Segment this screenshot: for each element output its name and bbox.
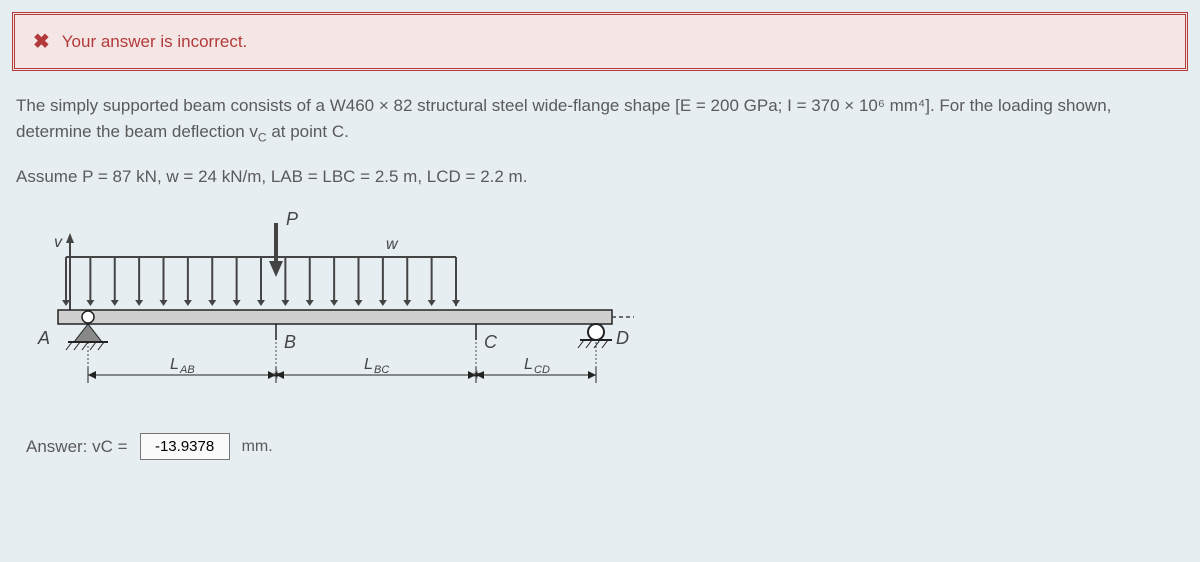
svg-text:D: D bbox=[616, 328, 629, 348]
svg-text:L: L bbox=[524, 356, 533, 373]
answer-label: Answer: vC = bbox=[26, 437, 128, 457]
answer-unit: mm. bbox=[242, 438, 273, 456]
answer-row: Answer: vC = mm. bbox=[26, 433, 1188, 460]
svg-text:✶: ✶ bbox=[472, 368, 482, 382]
svg-text:B: B bbox=[284, 332, 296, 352]
alert-text: Your answer is incorrect. bbox=[62, 32, 248, 52]
beam-diagram: PwvADxBCLABLBCLCD✶✶ bbox=[26, 205, 1188, 409]
assumptions: Assume P = 87 kN, w = 24 kN/m, LAB = LBC… bbox=[16, 167, 1184, 187]
svg-text:AB: AB bbox=[179, 364, 195, 376]
svg-text:✶: ✶ bbox=[272, 368, 282, 382]
svg-text:P: P bbox=[286, 209, 298, 229]
incorrect-alert: ✖ Your answer is incorrect. bbox=[12, 12, 1188, 71]
svg-text:A: A bbox=[37, 328, 50, 348]
svg-text:v: v bbox=[54, 234, 63, 251]
svg-text:L: L bbox=[364, 356, 373, 373]
svg-text:w: w bbox=[386, 236, 399, 253]
svg-text:CD: CD bbox=[534, 364, 550, 376]
svg-text:C: C bbox=[484, 332, 498, 352]
svg-text:L: L bbox=[170, 356, 179, 373]
svg-text:BC: BC bbox=[374, 364, 389, 376]
problem-statement: The simply supported beam consists of a … bbox=[16, 93, 1184, 147]
close-icon: ✖ bbox=[33, 29, 50, 54]
answer-input[interactable] bbox=[140, 433, 230, 460]
